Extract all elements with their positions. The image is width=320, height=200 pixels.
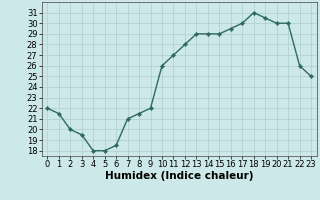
X-axis label: Humidex (Indice chaleur): Humidex (Indice chaleur): [105, 171, 253, 181]
